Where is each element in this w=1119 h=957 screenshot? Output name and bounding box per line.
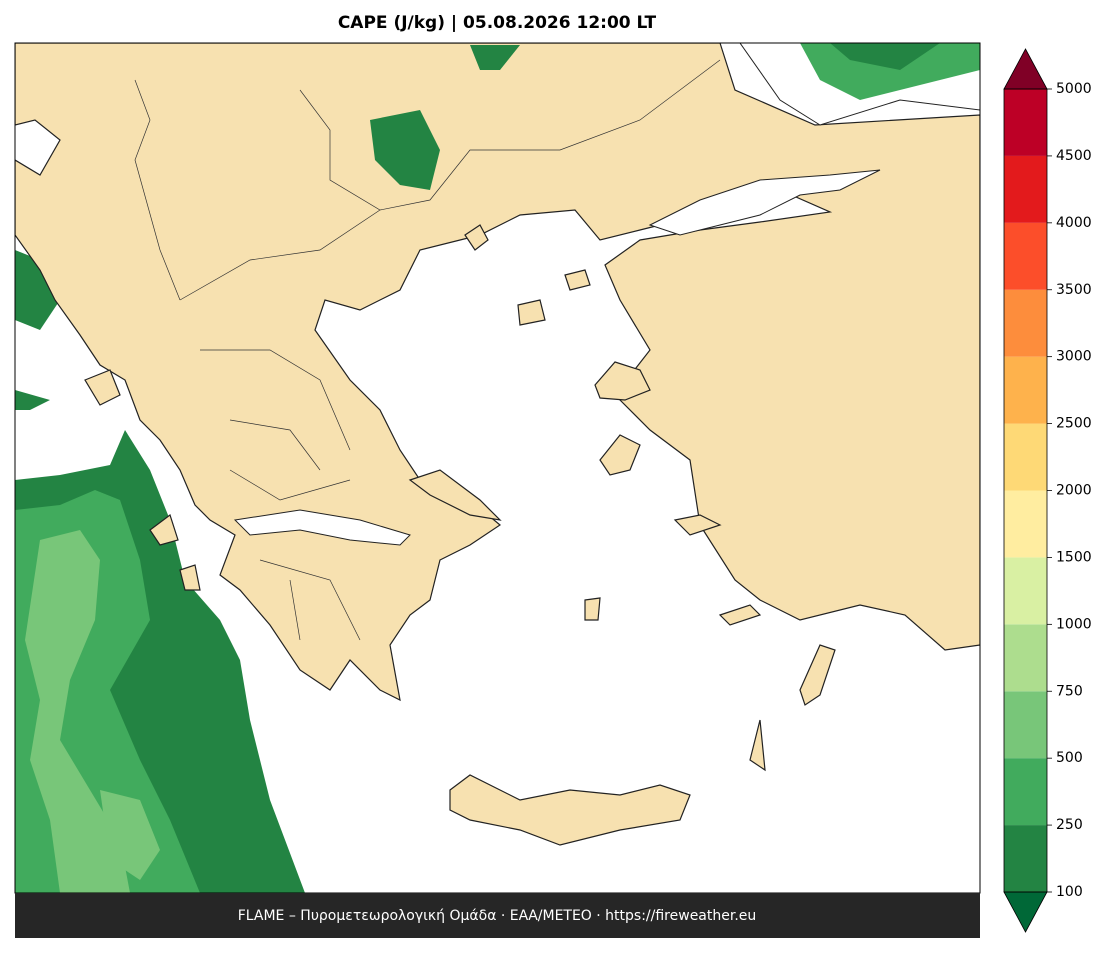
colorbar-band bbox=[1004, 758, 1047, 826]
colorbar-band bbox=[1004, 825, 1047, 892]
colorbar-tick-label: 2500 bbox=[1056, 416, 1092, 432]
colorbar-tick-label: 2000 bbox=[1056, 483, 1092, 499]
marmara bbox=[648, 169, 881, 236]
crete bbox=[449, 774, 691, 846]
cape-area bbox=[830, 43, 940, 70]
kos bbox=[718, 604, 762, 626]
samos bbox=[673, 514, 722, 536]
colorbar-band bbox=[1004, 289, 1047, 357]
cape-area bbox=[100, 790, 160, 880]
colorbar-tick-label: 250 bbox=[1056, 817, 1083, 833]
karpathos bbox=[749, 719, 766, 772]
cape-area bbox=[370, 110, 440, 190]
colorbar-tick-label: 750 bbox=[1056, 683, 1083, 699]
map-title: CAPE (J/kg) | 05.08.2026 12:00 LT bbox=[338, 13, 657, 33]
colorbar-tick-label: 1500 bbox=[1056, 549, 1092, 565]
colorbar-tick-label: 1000 bbox=[1056, 616, 1092, 632]
cape-area bbox=[15, 250, 60, 330]
cape-area bbox=[15, 390, 50, 410]
colorbar-band bbox=[1004, 691, 1047, 759]
colorbar-tick-label: 3500 bbox=[1056, 282, 1092, 298]
kefalonia bbox=[179, 564, 201, 591]
cape-area bbox=[25, 530, 130, 893]
colorbar-tick-label: 100 bbox=[1056, 884, 1083, 900]
colorbar-over bbox=[1003, 48, 1048, 90]
colorbar-band bbox=[1004, 155, 1047, 223]
colorbar-band bbox=[1004, 557, 1047, 625]
lesbos bbox=[594, 361, 651, 401]
lefkada bbox=[149, 514, 179, 546]
footer-bar bbox=[15, 893, 980, 938]
region-border bbox=[134, 59, 721, 641]
cape-area bbox=[470, 45, 520, 70]
imbros bbox=[564, 269, 591, 291]
naxos bbox=[584, 597, 601, 621]
colorbar-tick-label: 4500 bbox=[1056, 148, 1092, 164]
corfu bbox=[84, 369, 121, 406]
chios bbox=[599, 434, 641, 476]
lemnos bbox=[517, 299, 546, 326]
colorbar-tick-label: 3000 bbox=[1056, 349, 1092, 365]
thasos bbox=[464, 224, 489, 251]
cape-area bbox=[800, 43, 980, 100]
gulf bbox=[233, 509, 411, 546]
rhodes bbox=[799, 644, 836, 706]
colorbar-tick-label: 5000 bbox=[1056, 81, 1092, 97]
colorbar-band bbox=[1004, 89, 1047, 156]
colorbar-band bbox=[1004, 222, 1047, 290]
colorbar-tick-label: 4000 bbox=[1056, 215, 1092, 231]
euboea bbox=[408, 469, 502, 521]
footer-text: FLAME – Πυρομετεωρολογική Ομάδα · ΕΑΑ/ME… bbox=[238, 908, 757, 924]
colorbar-under bbox=[1003, 891, 1048, 933]
colorbar-tick-label: 500 bbox=[1056, 750, 1083, 766]
map bbox=[15, 43, 980, 893]
land bbox=[15, 43, 980, 702]
colorbar-band bbox=[1004, 490, 1047, 558]
colorbar-band bbox=[1004, 356, 1047, 424]
colorbar-band bbox=[1004, 423, 1047, 491]
colorbar-band bbox=[1004, 624, 1047, 692]
